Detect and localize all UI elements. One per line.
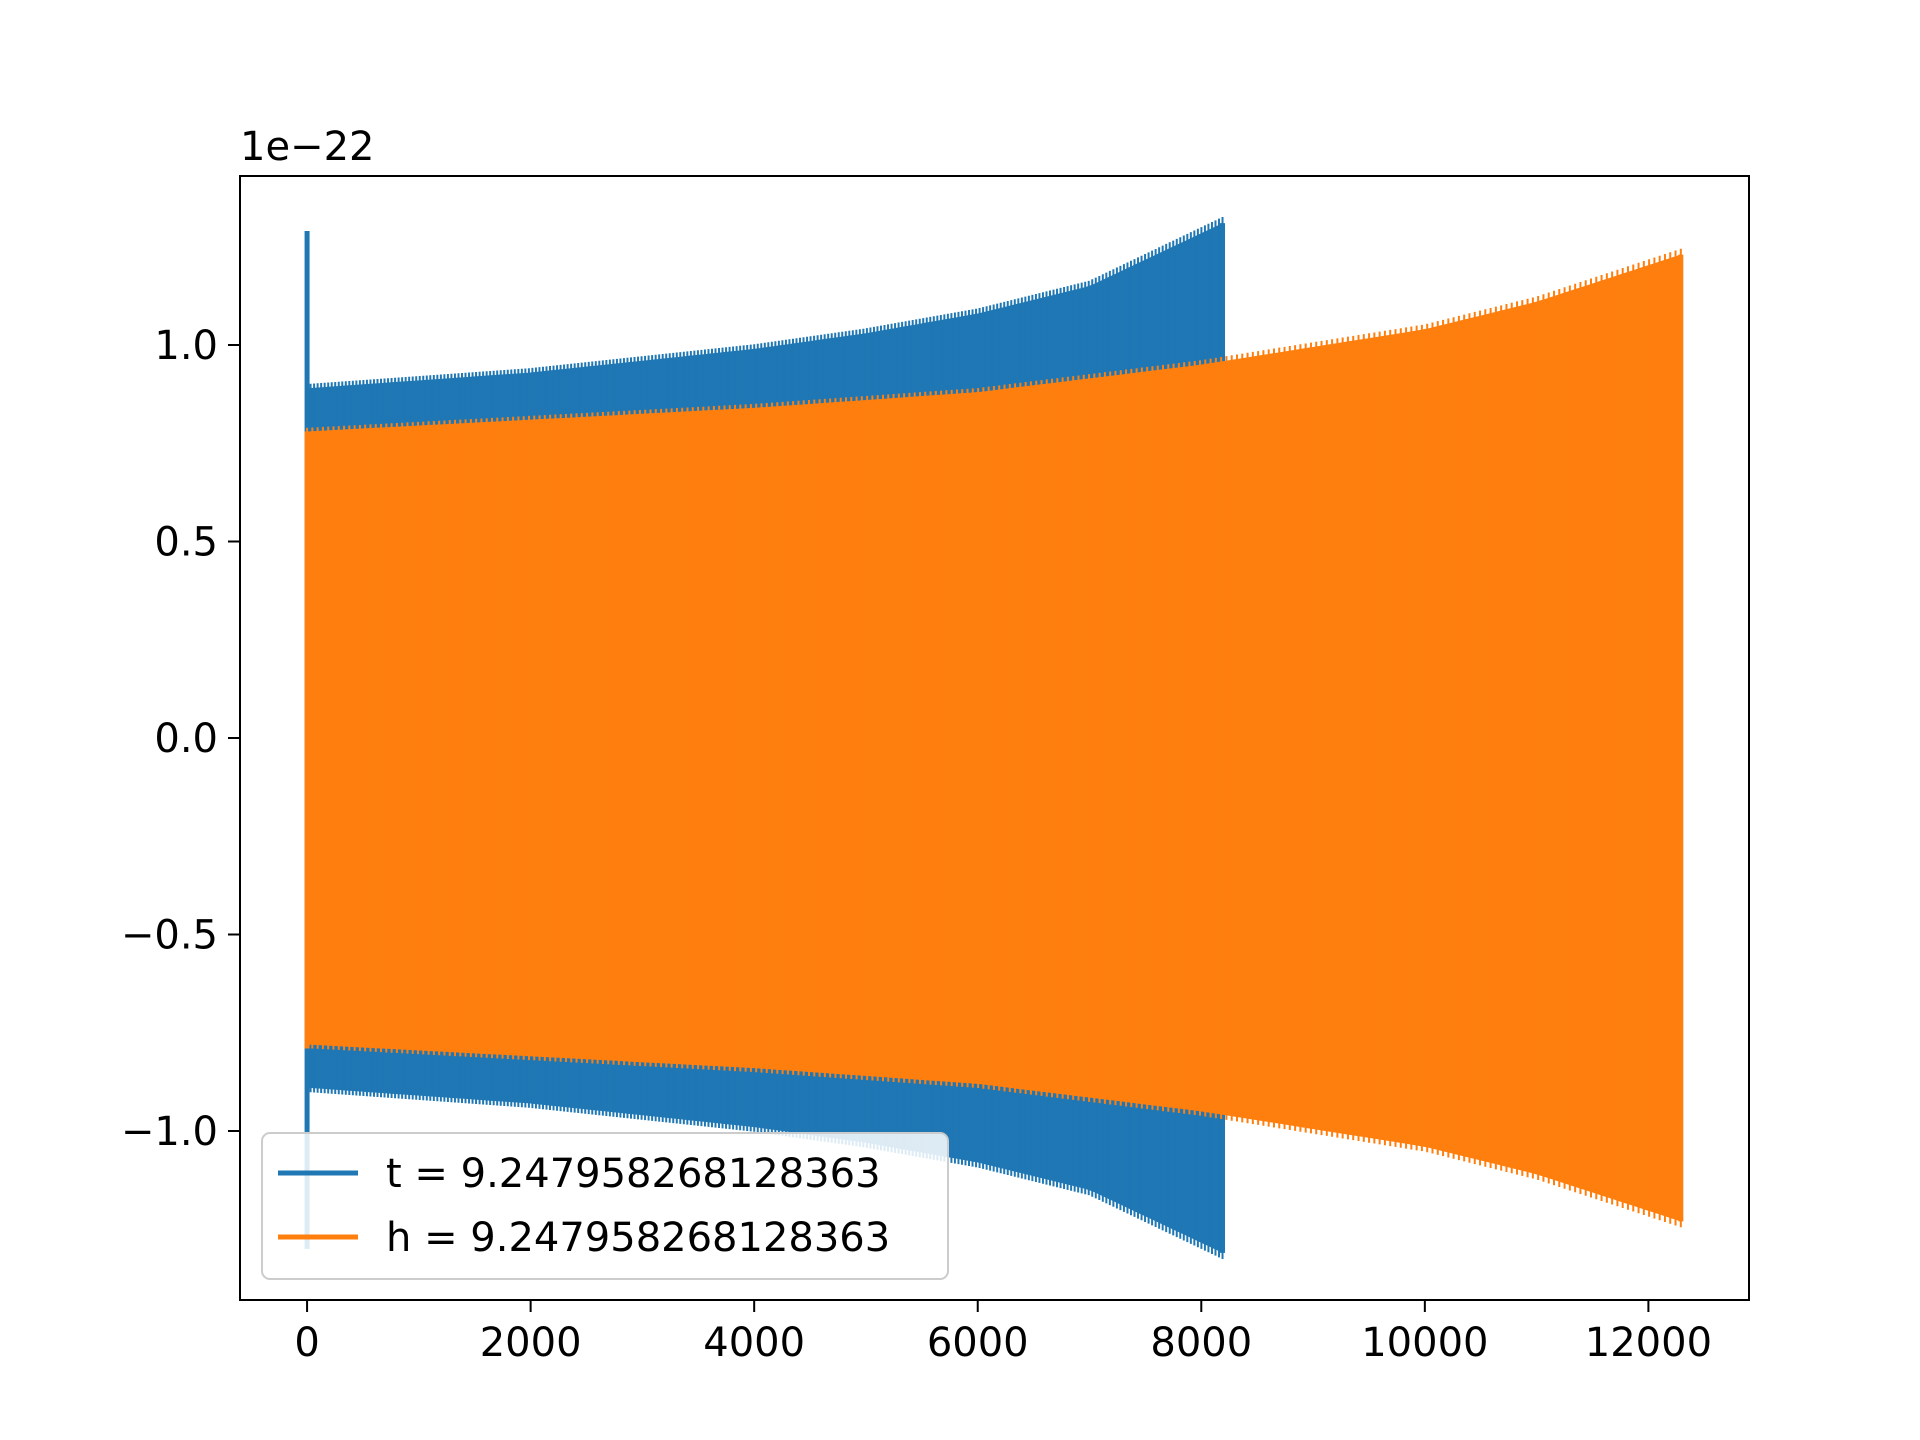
x-tick-label: 0 — [294, 1320, 319, 1366]
y-tick-label: −0.5 — [121, 913, 218, 959]
x-tick-label: 2000 — [480, 1320, 582, 1366]
x-axis: 0 2000 4000 6000 8000 10000 12000 — [294, 1300, 1712, 1366]
y-tick-label: 0.0 — [154, 716, 218, 762]
x-tick-label: 10000 — [1361, 1320, 1488, 1366]
series-oscillation — [306, 248, 1682, 1228]
axes-frame — [239, 175, 1750, 1301]
x-tick-label: 8000 — [1150, 1320, 1252, 1366]
y-tick-label: −1.0 — [121, 1109, 218, 1155]
y-tick-label: 0.5 — [154, 519, 218, 565]
x-tick-label: 12000 — [1585, 1320, 1712, 1366]
y-offset-label: 1e−22 — [240, 124, 374, 170]
y-tick-label: 1.0 — [154, 323, 218, 369]
x-tick-label: 4000 — [703, 1320, 805, 1366]
legend-label: h = 9.247958268128363 — [386, 1215, 890, 1261]
y-axis: −1.0 −0.5 0.0 0.5 1.0 — [121, 323, 240, 1155]
x-tick-label: 6000 — [927, 1320, 1029, 1366]
series-h — [304, 248, 1684, 1228]
legend: t = 9.247958268128363 h = 9.2479582681283… — [261, 1132, 949, 1280]
legend-box — [261, 1132, 949, 1280]
plot-area — [304, 216, 1684, 1260]
legend-label: t = 9.247958268128363 — [386, 1151, 881, 1197]
